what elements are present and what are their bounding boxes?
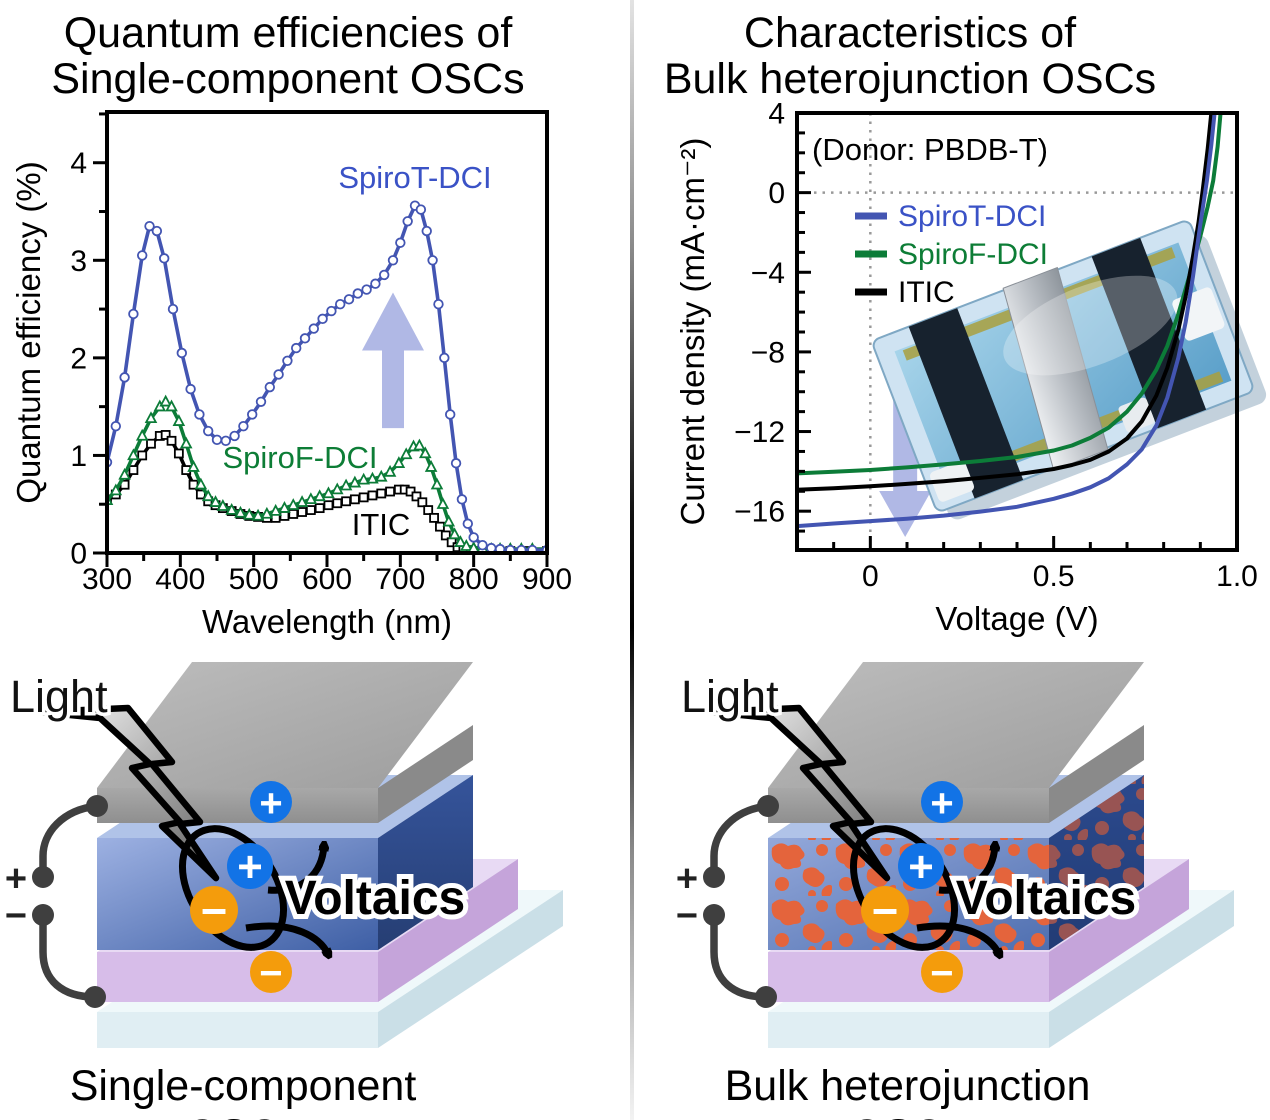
qe-chart-svg: 300 400 500 600 700 800 900 0 1 2 3 4 Wavelength (nm… (10, 110, 572, 640)
top-electrode-layer (97, 662, 473, 823)
curve-SpiroT-DCI (107, 203, 547, 552)
free-electron (921, 951, 963, 993)
free-electron-sign: − (930, 951, 953, 995)
panel-divider (630, 0, 634, 1120)
right-panel-title: Characteristics of Bulk heterojunction O… (640, 10, 1180, 102)
svg-text:1: 1 (70, 440, 87, 473)
external-circuit (39, 802, 101, 1001)
curve-SpiroF-DCI (107, 400, 547, 551)
svg-text:2: 2 (70, 342, 87, 375)
svg-text:4: 4 (768, 98, 785, 131)
terminal-minus-sign: − (676, 895, 698, 937)
svg-text:0: 0 (862, 560, 879, 593)
circuit-node-dot (32, 904, 54, 926)
svg-text:−8: −8 (751, 336, 785, 369)
light-label: Light (10, 671, 108, 722)
left-diagram-caption: Single-component OSCs (69, 1062, 417, 1120)
x-axis-label: Voltage (V) (935, 600, 1098, 637)
legend-label-ITIC: ITIC (898, 276, 955, 309)
exciton-electron (861, 886, 909, 934)
electron-extraction-arrow (245, 922, 328, 954)
circuit-node-dot (755, 986, 777, 1008)
svg-text:3: 3 (70, 245, 87, 278)
terminal-plus-sign: + (676, 858, 698, 900)
free-electron (250, 951, 292, 993)
exciton-electron-sign: − (872, 885, 899, 936)
exciton-hole-sign: + (237, 843, 263, 892)
exciton-hole (898, 843, 944, 889)
circuit-node-dot (703, 866, 725, 888)
svg-text:4: 4 (70, 147, 87, 180)
svg-text:900: 900 (522, 563, 572, 596)
circuit-node-dot (32, 866, 54, 888)
terminal-plus-sign: + (5, 858, 27, 900)
svg-text:0.5: 0.5 (1033, 560, 1075, 593)
lightning-bolt-icon (707, 704, 891, 882)
circuit-node-dot (703, 904, 725, 926)
curve-SpiroF-DCI (797, 113, 1223, 476)
curve-label-SpiroF-DCI: SpiroF-DCI (222, 440, 377, 475)
left-title-line2: Single-component OSCs (51, 55, 525, 103)
markers-SpiroT-DCI (107, 200, 547, 553)
donor-note: (Donor: PBDB-T) (812, 132, 1048, 167)
free-hole (921, 781, 963, 823)
top-electrode-layer (768, 662, 1144, 823)
electron-extraction-arrow (916, 922, 999, 954)
svg-text:−16: −16 (734, 496, 785, 529)
svg-text:0: 0 (768, 177, 785, 210)
bhj-diagram-svg: +−Light+−+−Voltaics (676, 662, 1234, 1048)
free-hole-sign: + (259, 781, 282, 825)
right-title-line2: Bulk heterojunction OSCs (663, 55, 1157, 103)
exciton-electron-sign: − (201, 885, 228, 936)
legend-label-SpiroT-DCI: SpiroT-DCI (898, 200, 1046, 233)
svg-text:800: 800 (449, 563, 499, 596)
right-diagram-caption: Bulk heterojunction OSCs (724, 1062, 1091, 1120)
curve-label-SpiroT-DCI: SpiroT-DCI (338, 160, 491, 195)
trend-arrow-up-icon (362, 292, 424, 429)
curve-ITIC (797, 113, 1214, 492)
circuit-node-dot (84, 986, 106, 1008)
svg-text:300: 300 (82, 563, 132, 596)
terminal-minus-sign: − (5, 895, 27, 937)
exciton-hole-sign: + (908, 843, 934, 892)
single-component-diagram-svg: +−Light+−+−Voltaics (5, 662, 563, 1048)
free-hole-sign: + (930, 781, 953, 825)
svg-text:500: 500 (229, 563, 279, 596)
svg-text:−4: −4 (751, 257, 785, 290)
svg-text:700: 700 (375, 563, 425, 596)
left-panel-title: Quantum efficiencies of Single-component… (0, 10, 576, 102)
curve-label-ITIC: ITIC (352, 507, 411, 542)
y-axis-label: Quantum efficiency (%) (10, 161, 47, 503)
left-title-line1: Quantum efficiencies of (63, 9, 513, 57)
exciton-electron (190, 886, 238, 934)
svg-text:−12: −12 (734, 416, 785, 449)
y-axis-label: Current density (mA·cm⁻²) (674, 138, 711, 526)
exciton-hole (227, 843, 273, 889)
curve-SpiroT-DCI (797, 113, 1217, 529)
jv-chart-svg: 0 0.5 1.0 4 0 −4 −8 −12 −16 Voltage (V) Current de… (674, 98, 1267, 637)
external-circuit (710, 802, 772, 1001)
light-label: Light (681, 671, 779, 722)
voltaics-label: Voltaics (285, 872, 466, 925)
legend-label-SpiroF-DCI: SpiroF-DCI (898, 238, 1048, 271)
svg-text:1.0: 1.0 (1216, 560, 1258, 593)
circuit-node-dot (86, 795, 108, 817)
svg-text:600: 600 (302, 563, 352, 596)
svg-text:400: 400 (155, 563, 205, 596)
free-electron-sign: − (259, 951, 282, 995)
lightning-bolt-icon (36, 704, 220, 882)
circuit-node-dot (757, 795, 779, 817)
free-hole (250, 781, 292, 823)
x-axis-label: Wavelength (nm) (202, 603, 452, 640)
svg-text:0: 0 (70, 538, 87, 571)
right-title-line1: Characteristics of (743, 9, 1077, 57)
voltaics-label: Voltaics (956, 872, 1137, 925)
